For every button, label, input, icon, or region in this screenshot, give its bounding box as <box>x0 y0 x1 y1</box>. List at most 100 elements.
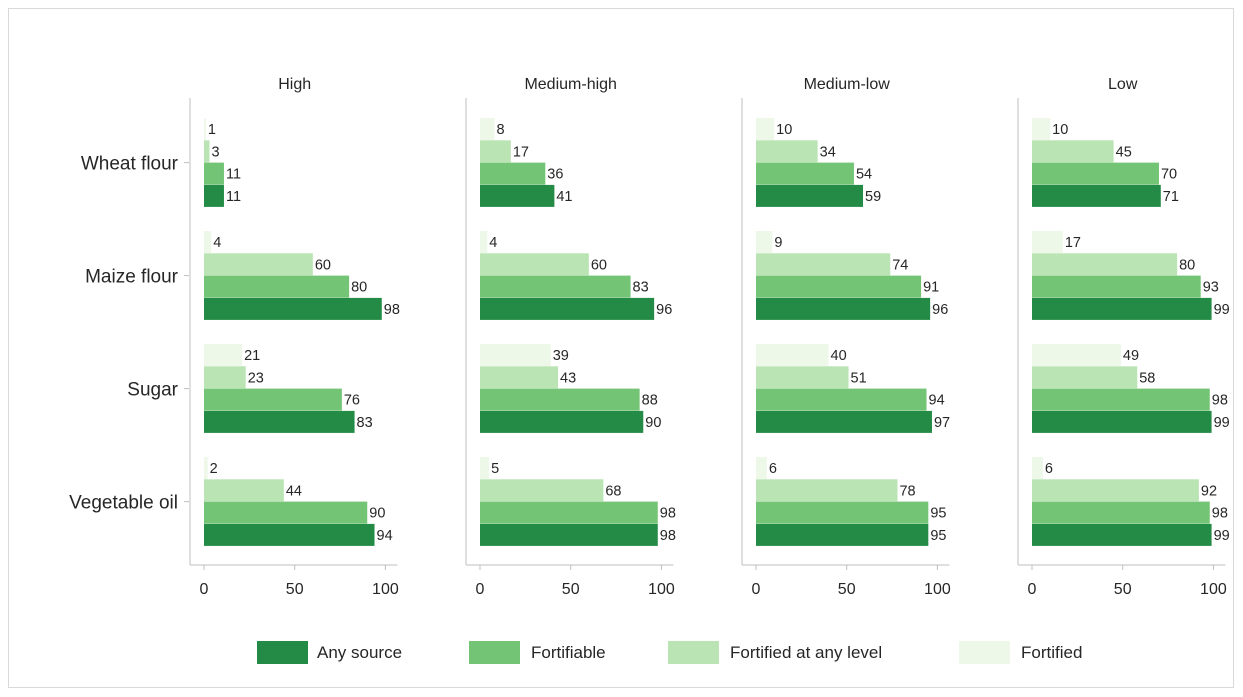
bar-medium-low-wheat-flour-fortified <box>756 118 775 140</box>
bar-high-maize-flour-fortifiable <box>204 275 350 298</box>
panel-title-medium-low: Medium-low <box>804 76 891 93</box>
bar-high-vegetable-oil-any-source <box>204 523 375 546</box>
bar-medium-low-sugar-fortified <box>756 344 829 366</box>
bar-low-maize-flour-fortifiable <box>1032 275 1201 298</box>
x-tick-label-medium-high-0: 0 <box>476 581 485 598</box>
chart-frame: Wheat flour Maize flour Sugar Vegetable oil… <box>8 8 1234 688</box>
data-label-medium-high-sugar-fortifiable: 88 <box>642 393 658 409</box>
bar-low-maize-flour-fortified-at-any-level <box>1032 253 1178 276</box>
bar-medium-high-vegetable-oil-fortifiable <box>480 501 658 524</box>
bar-low-maize-flour-fortified <box>1032 231 1063 253</box>
data-label-medium-high-sugar-fortified-at-any-level: 43 <box>560 370 576 386</box>
data-label-low-maize-flour-fortified-at-any-level: 80 <box>1179 257 1195 273</box>
bar-medium-low-maize-flour-fortifiable <box>756 275 922 298</box>
data-label-high-vegetable-oil-fortified: 2 <box>210 461 218 477</box>
legend-swatch-fortified-at-any-level <box>668 641 719 664</box>
data-label-medium-low-wheat-flour-any-source: 59 <box>865 189 881 205</box>
data-label-medium-low-wheat-flour-fortified: 10 <box>776 122 792 138</box>
bar-medium-high-sugar-fortified-at-any-level <box>480 366 559 389</box>
bar-low-maize-flour-any-source <box>1032 297 1212 320</box>
data-label-medium-low-maize-flour-fortified-at-any-level: 74 <box>892 257 908 273</box>
legend-label-fortified: Fortified <box>1021 643 1082 662</box>
bar-high-maize-flour-any-source <box>204 297 382 320</box>
bar-medium-high-sugar-any-source <box>480 410 644 433</box>
data-label-high-sugar-fortifiable: 76 <box>344 393 360 409</box>
data-label-low-maize-flour-fortified: 17 <box>1065 235 1081 251</box>
data-label-high-vegetable-oil-fortifiable: 90 <box>369 506 385 522</box>
data-label-medium-high-wheat-flour-fortifiable: 36 <box>547 167 563 183</box>
bar-low-wheat-flour-fortified <box>1032 118 1051 140</box>
bar-high-sugar-fortifiable <box>204 388 342 411</box>
bar-medium-high-wheat-flour-any-source <box>480 184 555 207</box>
bar-low-vegetable-oil-fortifiable <box>1032 501 1210 524</box>
bar-low-wheat-flour-any-source <box>1032 184 1161 207</box>
bar-high-maize-flour-fortified <box>204 231 212 253</box>
data-label-high-sugar-fortified-at-any-level: 23 <box>248 370 264 386</box>
data-label-low-vegetable-oil-fortified-at-any-level: 92 <box>1201 483 1217 499</box>
x-tick-label-high-50: 50 <box>286 581 304 598</box>
x-tick-label-medium-high-100: 100 <box>648 581 675 598</box>
data-label-low-sugar-fortified-at-any-level: 58 <box>1139 370 1155 386</box>
legend-swatch-fortifiable <box>469 641 520 664</box>
data-label-low-maize-flour-any-source: 99 <box>1214 302 1230 318</box>
bar-high-vegetable-oil-fortified-at-any-level <box>204 479 284 502</box>
category-label-maize-flour: Maize flour <box>85 267 179 288</box>
data-label-high-vegetable-oil-any-source: 94 <box>377 528 393 544</box>
data-label-high-sugar-fortified: 21 <box>244 348 260 364</box>
data-label-high-maize-flour-fortified-at-any-level: 60 <box>315 257 331 273</box>
bar-low-sugar-any-source <box>1032 410 1212 433</box>
x-tick-label-high-100: 100 <box>372 581 399 598</box>
bar-medium-low-vegetable-oil-fortifiable <box>756 501 929 524</box>
data-label-medium-low-maize-flour-any-source: 96 <box>932 302 948 318</box>
x-tick-label-medium-low-100: 100 <box>924 581 951 598</box>
data-label-medium-high-wheat-flour-fortified: 8 <box>497 122 505 138</box>
data-label-medium-high-sugar-any-source: 90 <box>645 415 661 431</box>
data-label-high-wheat-flour-fortified: 1 <box>208 122 216 138</box>
x-tick-label-high-0: 0 <box>200 581 209 598</box>
legend-label-fortified-at-any-level: Fortified at any level <box>730 643 882 662</box>
bar-medium-low-vegetable-oil-any-source <box>756 523 929 546</box>
category-label-wheat-flour: Wheat flour <box>81 154 179 175</box>
bar-medium-high-maize-flour-fortifiable <box>480 275 631 298</box>
data-label-medium-high-sugar-fortified: 39 <box>553 348 569 364</box>
bar-medium-low-maize-flour-any-source <box>756 297 931 320</box>
bar-medium-low-vegetable-oil-fortified <box>756 457 767 479</box>
panel-title-low: Low <box>1108 76 1138 93</box>
bar-low-sugar-fortifiable <box>1032 388 1210 411</box>
bar-high-vegetable-oil-fortified <box>204 457 208 479</box>
data-label-low-vegetable-oil-fortifiable: 98 <box>1212 506 1228 522</box>
bar-low-wheat-flour-fortifiable <box>1032 162 1159 185</box>
data-label-high-wheat-flour-fortifiable: 11 <box>226 167 241 183</box>
legend-swatch-fortified <box>959 641 1010 664</box>
bar-medium-low-maize-flour-fortified-at-any-level <box>756 253 891 276</box>
data-label-high-maize-flour-fortifiable: 80 <box>351 280 367 296</box>
bar-high-sugar-any-source <box>204 410 355 433</box>
bar-high-maize-flour-fortified-at-any-level <box>204 253 313 276</box>
data-label-medium-low-sugar-fortified-at-any-level: 51 <box>851 370 867 386</box>
data-label-medium-low-vegetable-oil-any-source: 95 <box>930 528 946 544</box>
bar-medium-high-maize-flour-fortified <box>480 231 488 253</box>
bar-medium-high-vegetable-oil-fortified-at-any-level <box>480 479 604 502</box>
bar-low-vegetable-oil-any-source <box>1032 523 1212 546</box>
x-tick-label-low-0: 0 <box>1028 581 1037 598</box>
bar-low-wheat-flour-fortified-at-any-level <box>1032 140 1114 163</box>
bar-high-sugar-fortified-at-any-level <box>204 366 246 389</box>
bar-medium-low-wheat-flour-any-source <box>756 184 864 207</box>
bar-medium-low-wheat-flour-fortified-at-any-level <box>756 140 818 163</box>
data-label-medium-high-wheat-flour-any-source: 41 <box>556 189 572 205</box>
panel-title-medium-high: Medium-high <box>524 76 616 93</box>
bar-medium-high-maize-flour-any-source <box>480 297 655 320</box>
data-label-medium-high-wheat-flour-fortified-at-any-level: 17 <box>513 144 529 160</box>
data-label-medium-high-vegetable-oil-any-source: 98 <box>660 528 676 544</box>
data-label-high-wheat-flour-any-source: 11 <box>226 189 241 205</box>
bar-medium-high-sugar-fortifiable <box>480 388 640 411</box>
bar-medium-high-wheat-flour-fortified <box>480 118 495 140</box>
bar-high-wheat-flour-fortified-at-any-level <box>204 140 210 163</box>
data-label-high-maize-flour-any-source: 98 <box>384 302 400 318</box>
bar-high-vegetable-oil-fortifiable <box>204 501 368 524</box>
data-label-medium-high-maize-flour-fortified-at-any-level: 60 <box>591 257 607 273</box>
data-label-high-sugar-any-source: 83 <box>357 415 373 431</box>
legend-label-any-source: Any source <box>317 643 402 662</box>
data-label-high-maize-flour-fortified: 4 <box>213 235 221 251</box>
chart: Wheat flour Maize flour Sugar Vegetable oil… <box>69 76 1230 664</box>
